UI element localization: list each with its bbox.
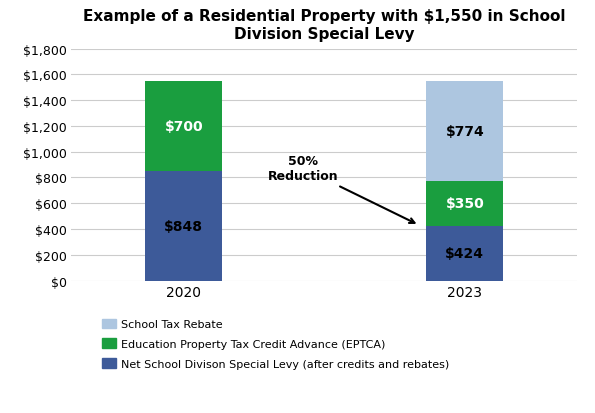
Bar — [426, 82, 503, 181]
Text: $848: $848 — [164, 219, 203, 233]
Bar — [145, 82, 223, 172]
Text: $700: $700 — [164, 120, 203, 134]
Text: $350: $350 — [446, 197, 484, 211]
Bar — [426, 226, 503, 281]
Legend: School Tax Rebate, Education Property Tax Credit Advance (EPTCA), Net School Div: School Tax Rebate, Education Property Ta… — [102, 319, 449, 369]
Text: $774: $774 — [446, 125, 484, 139]
Text: 50%
Reduction: 50% Reduction — [268, 155, 415, 223]
Bar — [426, 181, 503, 226]
Text: $424: $424 — [445, 247, 484, 261]
Bar — [145, 172, 223, 281]
Title: Example of a Residential Property with $1,550 in School
Division Special Levy: Example of a Residential Property with $… — [83, 9, 565, 41]
